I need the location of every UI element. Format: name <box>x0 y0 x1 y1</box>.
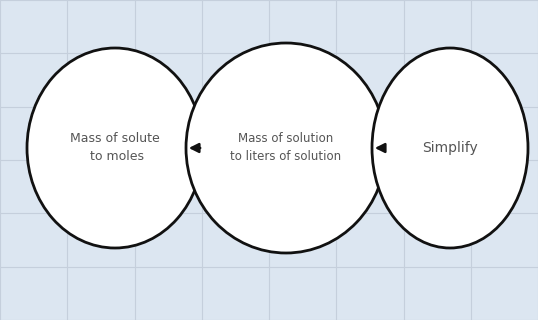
Text: Mass of solute
 to moles: Mass of solute to moles <box>70 132 160 164</box>
Ellipse shape <box>27 48 203 248</box>
Ellipse shape <box>372 48 528 248</box>
Text: Mass of solution
to liters of solution: Mass of solution to liters of solution <box>230 132 342 164</box>
Ellipse shape <box>186 43 386 253</box>
Text: Simplify: Simplify <box>422 141 478 155</box>
